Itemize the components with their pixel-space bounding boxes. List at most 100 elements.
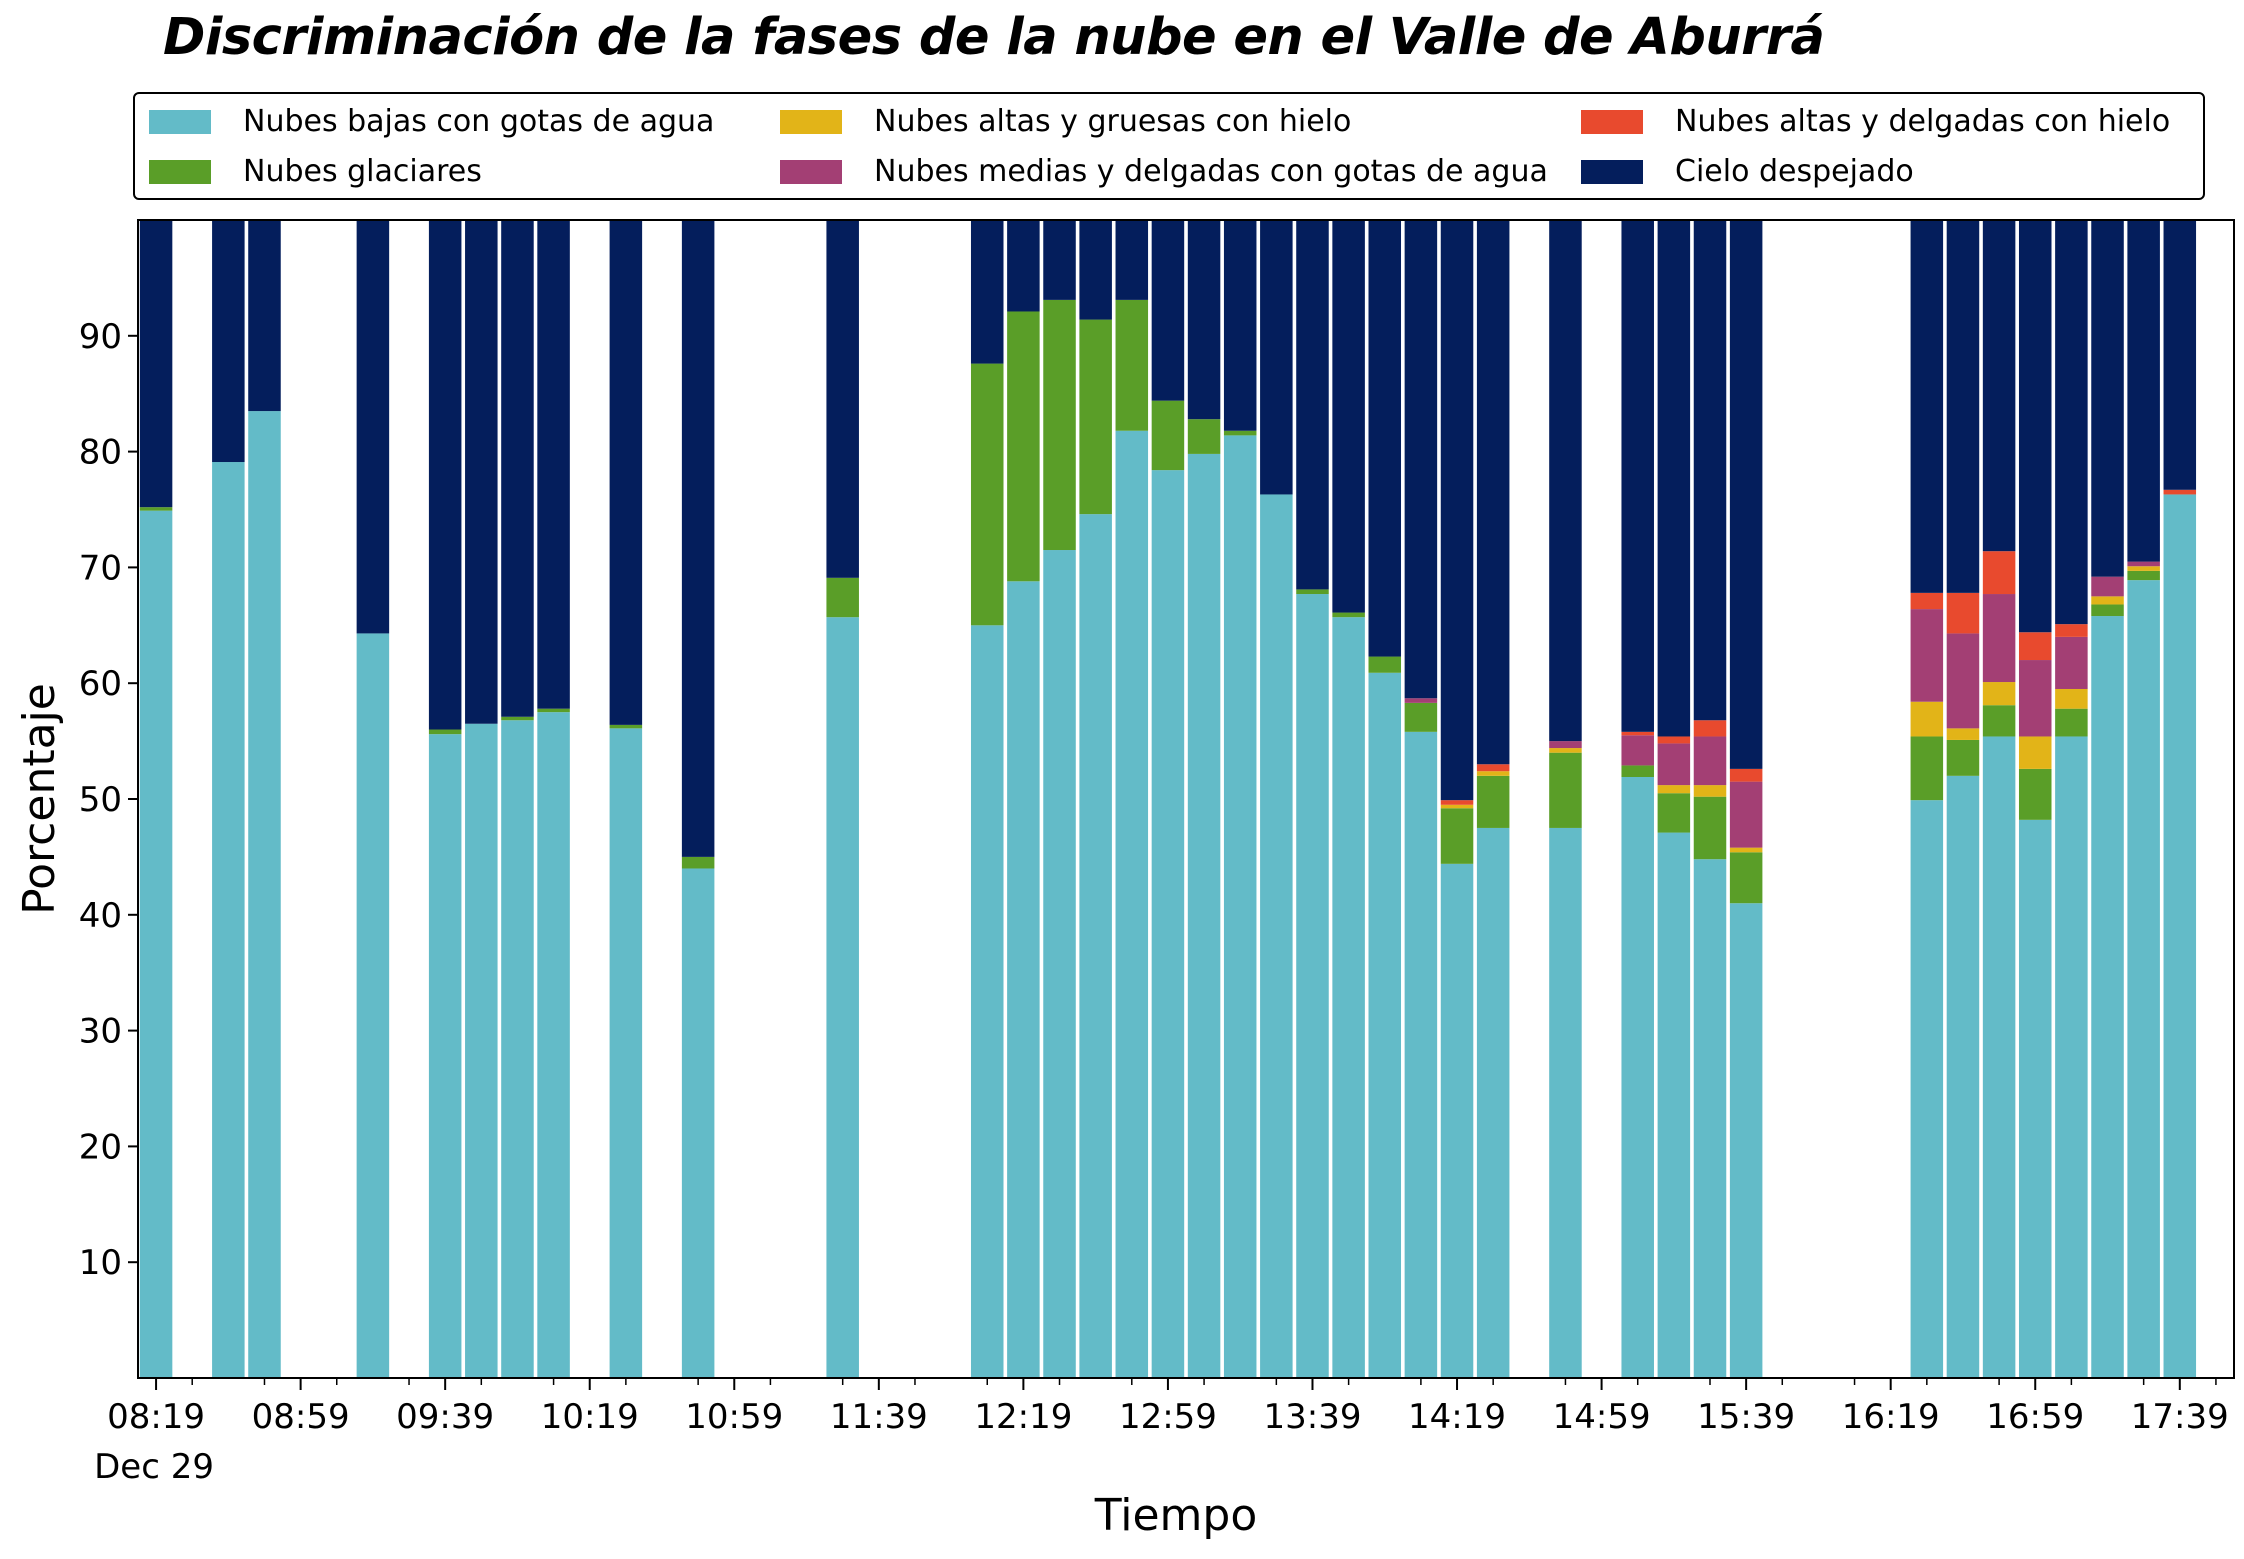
bar-segment <box>1657 220 1691 737</box>
bar-segment <box>1079 514 1112 1378</box>
bar-segment <box>1223 435 1257 1378</box>
bar-segment <box>2055 688 2088 709</box>
y-tick-label: 20 <box>79 1127 122 1167</box>
bar-segment <box>1657 832 1691 1378</box>
bar-segment <box>139 220 173 508</box>
bar-segment <box>1223 430 1257 436</box>
bar-segment <box>1151 470 1185 1378</box>
bar-segment <box>1476 220 1510 765</box>
legend-swatch <box>780 109 842 134</box>
bar-segment <box>681 220 715 857</box>
bar-segment <box>1404 702 1438 732</box>
bar-segment <box>2055 708 2088 737</box>
bar-segment <box>609 220 643 725</box>
bar-segment <box>1332 617 1365 1378</box>
bar-segment <box>1404 698 1438 703</box>
bar-segment <box>465 723 498 1378</box>
bar-segment <box>2018 660 2052 737</box>
bar-segment <box>681 868 715 1378</box>
bar-segment <box>1549 752 1582 828</box>
bar-segment <box>1296 589 1329 595</box>
bar-segment <box>1187 453 1221 1378</box>
legend-swatch <box>1581 159 1643 184</box>
y-tick-label: 60 <box>79 664 122 704</box>
bar-segment <box>1910 701 1944 737</box>
x-tick-label: 10:59 <box>685 1397 783 1437</box>
bar-segment <box>2163 494 2197 1378</box>
bar-segment <box>1946 728 1980 740</box>
bar-segment <box>2018 819 2052 1378</box>
bar-segment <box>1115 430 1149 1378</box>
bar-segment <box>1910 592 1944 610</box>
bar-segment <box>1115 220 1149 300</box>
bar-segment <box>1151 400 1185 471</box>
bar-segment <box>970 220 1004 364</box>
bar-segment <box>2055 636 2088 689</box>
bar-segment <box>212 220 245 463</box>
legend-swatch <box>149 109 211 134</box>
legend-label: Nubes medias y delgadas con gotas de agu… <box>874 154 1548 189</box>
bar-segment <box>1332 220 1365 613</box>
y-tick-label: 50 <box>79 780 122 820</box>
bar-segment <box>1621 735 1654 766</box>
bar-segment <box>1007 220 1040 312</box>
x-tick-label: 12:19 <box>974 1397 1072 1437</box>
y-tick-label: 10 <box>79 1243 122 1283</box>
bar-segment <box>609 724 643 729</box>
bar-segment <box>1621 777 1654 1378</box>
x-tick-label: 16:19 <box>1842 1397 1940 1437</box>
bar-segment <box>826 220 859 578</box>
bar-segment <box>1296 594 1329 1378</box>
bar-segment <box>1440 800 1474 805</box>
bar-segment <box>1043 550 1076 1378</box>
bar-segment <box>2127 566 2160 571</box>
bar-segment <box>1260 220 1293 495</box>
bar-segment <box>970 363 1004 626</box>
bar-segment <box>1476 827 1510 1378</box>
bar-segment <box>212 462 245 1378</box>
bar-segment <box>428 729 462 735</box>
bar-segment <box>1440 863 1474 1378</box>
bar-segment <box>1729 847 1763 853</box>
bar-segment <box>609 728 643 1378</box>
bar-segment <box>537 712 570 1378</box>
bar-segment <box>1982 551 2016 595</box>
bar-segment <box>1549 741 1582 749</box>
bar-segment <box>1476 775 1510 828</box>
bar-segment <box>1549 220 1582 742</box>
bar-segment <box>1007 311 1040 582</box>
bar-segment <box>2055 624 2088 637</box>
x-date-label: Dec 29 <box>94 1447 214 1487</box>
bar-segment <box>1621 220 1654 732</box>
bar-segment <box>1476 764 1510 772</box>
bar-segment <box>1657 736 1691 744</box>
bar-segment <box>1729 220 1763 769</box>
bar-segment <box>1910 220 1944 593</box>
bar-segment <box>1657 743 1691 786</box>
bar-segment <box>1368 672 1402 1378</box>
bar-segment <box>1151 220 1185 401</box>
bar-segment <box>1007 581 1040 1378</box>
bar-segment <box>1982 682 2016 706</box>
bar-segment <box>1657 793 1691 833</box>
legend-item: Nubes altas y gruesas con hielo <box>780 104 1351 139</box>
x-tick-label: 16:59 <box>1986 1397 2084 1437</box>
legend-item: Cielo despejado <box>1581 154 1914 189</box>
legend-label: Nubes bajas con gotas de agua <box>243 104 715 139</box>
bar-segment <box>501 720 534 1378</box>
x-tick-label: 13:39 <box>1263 1397 1361 1437</box>
bar-segment <box>1296 220 1329 590</box>
legend-label: Nubes altas y gruesas con hielo <box>874 104 1352 139</box>
bar-segment <box>1404 731 1438 1378</box>
bar-segment <box>1476 771 1510 776</box>
bar-segment <box>1693 720 1727 737</box>
bar-segment <box>1693 859 1727 1378</box>
bar-segment <box>537 220 570 709</box>
bar-segment <box>139 507 173 511</box>
bar-segment <box>2127 570 2160 581</box>
bar-segment <box>248 220 281 412</box>
bar-segment <box>1332 612 1365 618</box>
x-axis-label: Tiempo <box>1094 1490 1258 1541</box>
legend-item: Nubes medias y delgadas con gotas de agu… <box>780 154 1548 189</box>
bar-segment <box>501 220 534 717</box>
